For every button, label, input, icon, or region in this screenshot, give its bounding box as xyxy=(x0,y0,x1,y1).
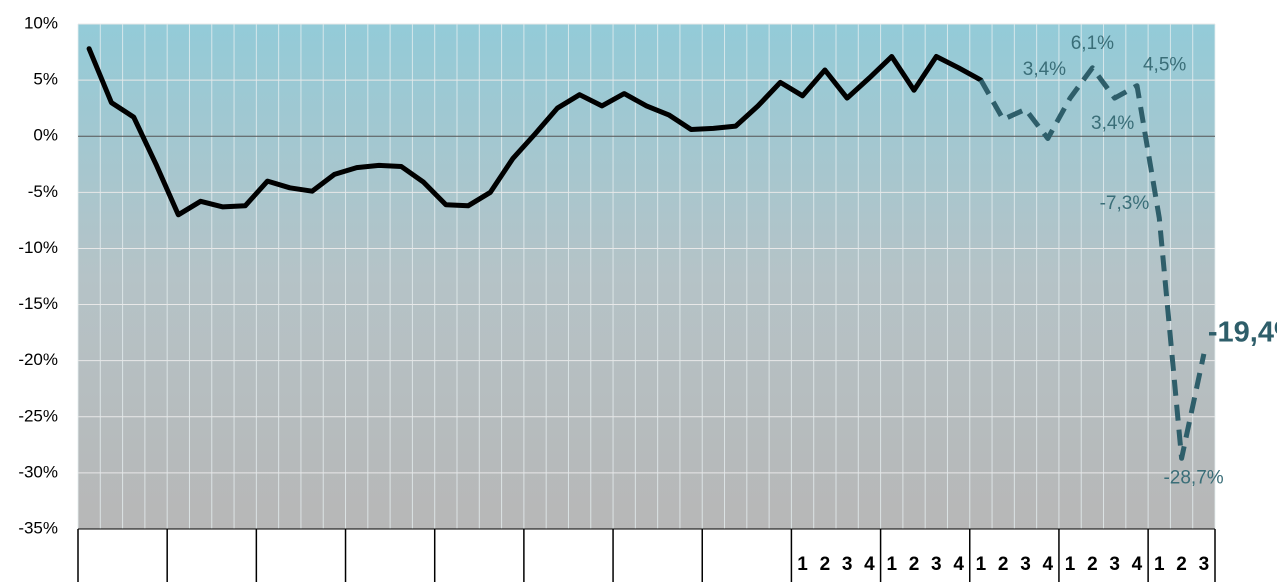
y-tick-label: -30% xyxy=(18,462,58,481)
x-tick-label: 3 xyxy=(931,554,942,575)
x-tick-label: 3 xyxy=(1199,554,1210,575)
y-tick-label: -25% xyxy=(18,406,58,425)
y-tick-label: -15% xyxy=(18,294,58,313)
x-tick-label: 2 xyxy=(909,554,920,575)
x-tick-label: 2 xyxy=(820,554,831,575)
y-tick-label: -35% xyxy=(18,518,58,537)
x-tick-label: 2 xyxy=(998,554,1009,575)
x-tick-label: 2 xyxy=(1176,554,1187,575)
labels: 10%5%0%-5%-10%-15%-20%-25%-30%-35%1 2 3 4 1 2… xyxy=(18,13,1277,575)
x-tick-label: 3 xyxy=(1020,554,1031,575)
x-tick-label: 4 xyxy=(953,554,964,575)
x-tick-label: 3 xyxy=(842,554,853,575)
value-label: -7,3% xyxy=(1100,193,1150,214)
y-tick-label: -20% xyxy=(18,350,58,369)
y-tick-label: 0% xyxy=(33,126,58,145)
x-tick-label: 1 xyxy=(1154,554,1165,575)
grid xyxy=(77,23,1216,582)
value-label: 6,1% xyxy=(1071,33,1114,54)
x-tick-label: 4 xyxy=(864,554,875,575)
value-label: -28,7% xyxy=(1163,467,1223,488)
x-tick-label: 1 xyxy=(1065,554,1076,575)
x-tick-label: 4 xyxy=(1043,554,1054,575)
y-tick-label: 10% xyxy=(24,13,58,32)
line-series xyxy=(978,65,1207,461)
x-tick-label: 1 xyxy=(886,554,897,575)
y-tick-label: 5% xyxy=(33,70,58,89)
value-label: 3,4% xyxy=(1023,59,1066,80)
plot-area xyxy=(78,24,1215,529)
y-tick-label: -10% xyxy=(18,238,58,257)
x-tick-label: 4 xyxy=(1132,554,1143,575)
value-label: 4,5% xyxy=(1143,55,1186,76)
y-tick-label: -5% xyxy=(28,182,58,201)
x-tick-label: 1 xyxy=(976,554,987,575)
x-tick-label: 1 xyxy=(797,554,808,575)
line-series xyxy=(86,46,984,218)
value-label: -19,4% xyxy=(1208,317,1277,349)
x-tick-label: 2 xyxy=(1087,554,1098,575)
x-tick-label: 3 xyxy=(1109,554,1120,575)
series xyxy=(86,46,1207,461)
value-label: 3,4% xyxy=(1091,113,1134,134)
